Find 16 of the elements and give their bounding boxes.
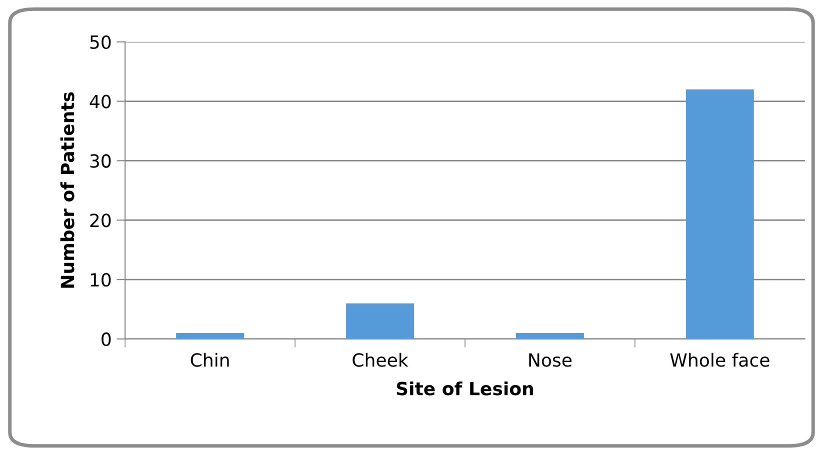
x-tick-label: Cheek	[352, 352, 408, 367]
y-tick-label: 0	[102, 332, 111, 346]
y-tick-label: 30	[90, 154, 111, 168]
bar	[346, 303, 414, 339]
y-tick-label: 20	[90, 214, 111, 228]
bar	[176, 333, 244, 339]
x-tick-label: Chin	[190, 352, 229, 367]
y-axis-title: Number of Patients	[60, 92, 74, 288]
y-tick-label: 10	[90, 273, 111, 287]
bar	[516, 333, 584, 339]
y-tick-label: 50	[90, 35, 111, 49]
x-tick-label: Whole face	[670, 352, 770, 367]
x-axis-title: Site of Lesion	[396, 381, 534, 396]
bar	[686, 89, 754, 339]
x-tick-label: Nose	[529, 353, 572, 367]
y-tick-label: 40	[90, 94, 111, 108]
